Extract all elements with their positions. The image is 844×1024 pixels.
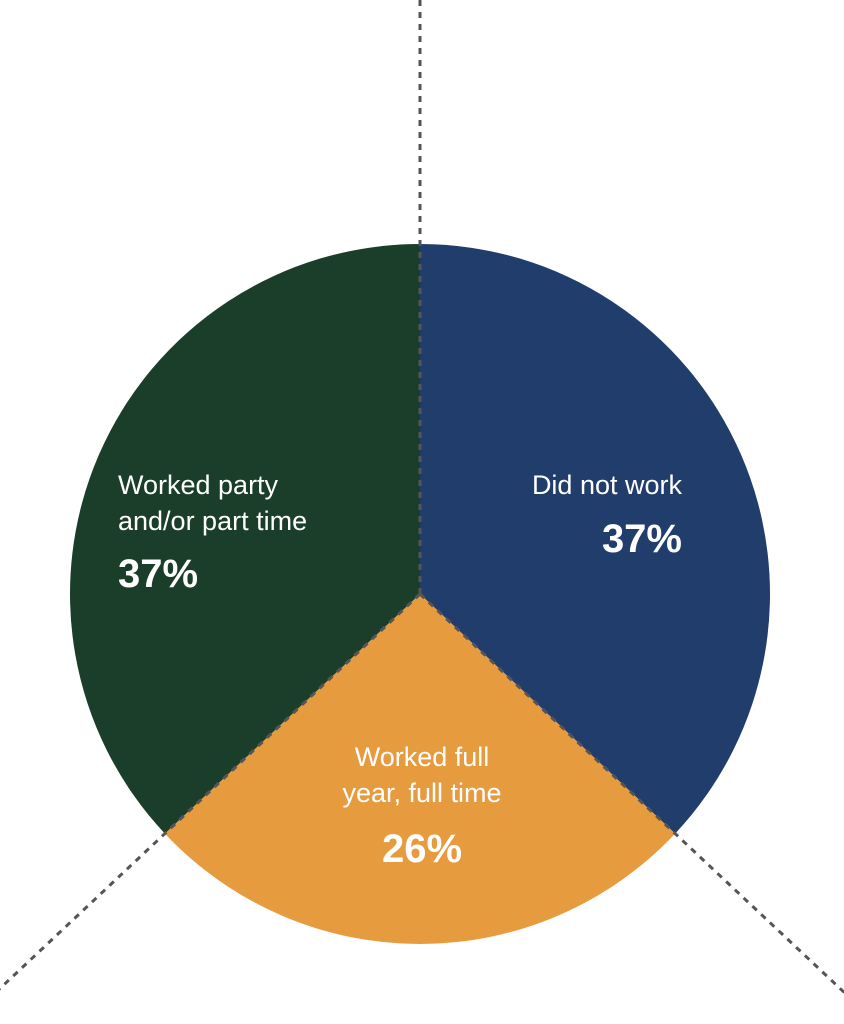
slice-label-did-not-work: Did not work (532, 470, 683, 500)
pie-slices (69, 244, 770, 944)
guide-line (0, 592, 422, 991)
slice-value-worked-full-year-full-time: 26% (382, 827, 462, 871)
pie-slice-did-not-work (420, 244, 770, 834)
slice-labels: Did not work 37% Worked full year, full tim… (118, 470, 682, 871)
pie-slice-worked-party-and-or-part-time (69, 244, 421, 834)
pie-slice-worked-full-year-full-time (164, 594, 676, 944)
slice-label-worked-party-and-or-part-time: Worked party and/or part time (118, 470, 307, 536)
slice-label-worked-full-year-full-time: Worked full year, full time (342, 742, 501, 808)
slice-value-worked-party-and-or-part-time: 37% (118, 552, 198, 596)
slice-value-did-not-work: 37% (602, 517, 682, 561)
guide-line (418, 592, 844, 995)
